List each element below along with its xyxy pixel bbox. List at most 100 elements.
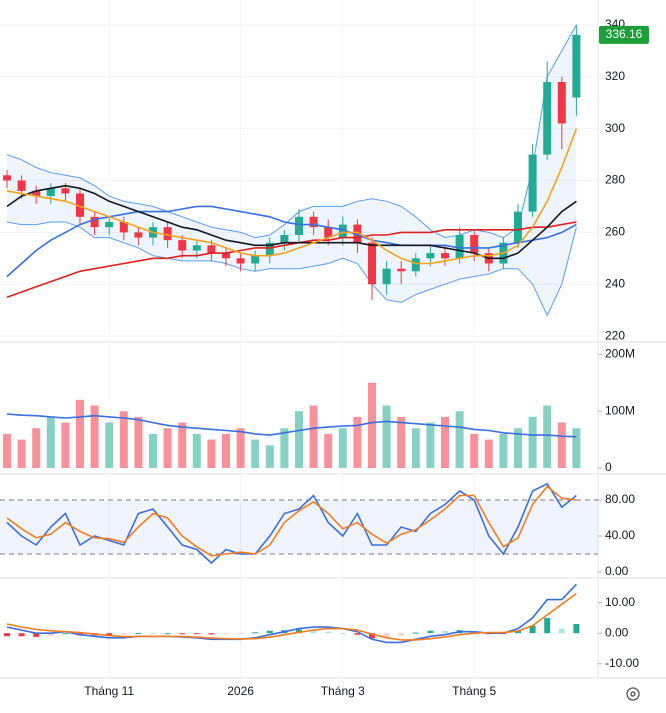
y-tick-label: 320 [605,69,625,83]
volume-bar [499,433,508,469]
indicator-line [6,221,577,298]
y-tick-label: 280 [605,173,625,187]
volume-bar [265,445,274,469]
volume-bar [441,416,449,469]
last-price-label: 336.16 [606,27,643,41]
volume-bar [251,439,260,469]
candle-body [265,242,274,256]
candle-body [251,255,260,264]
candle-body [61,188,70,194]
settings-icon[interactable] [626,687,640,701]
bollinger-upper [6,24,577,239]
y-tick-label: 240 [605,276,625,290]
candle-body [324,227,333,238]
volume-bar [3,433,11,469]
volume-bar [76,399,84,469]
histogram-bar [339,633,346,635]
candle-body [32,190,41,197]
candle-body [134,232,143,238]
candle-body [528,154,537,212]
candle-body [3,175,11,181]
y-tick-label: 260 [605,225,625,239]
volume-bar [557,422,566,469]
histogram-bar [18,633,25,637]
histogram-bar [310,630,317,634]
candle-body [514,211,522,243]
y-tick-label: -10.00 [605,656,639,670]
y-tick-label: 200M [605,347,635,361]
candle-body [280,234,289,243]
volume-bar [309,405,318,469]
volume-bar [324,433,333,469]
histogram-bar [529,625,536,634]
indicator-line [6,592,577,641]
histogram-bar [106,633,113,636]
volume-bar [105,422,114,469]
volume-bar [455,411,464,469]
histogram-bar [427,630,434,634]
histogram-bar [354,633,361,635]
volume-bar [134,416,143,469]
volume-bar [338,428,347,469]
candle-body [543,81,552,155]
candle-body [309,216,318,228]
y-tick-label: 10.00 [605,595,635,609]
x-tick-label: 2026 [227,684,254,698]
histogram-bar [33,633,40,637]
volume-bar [411,428,420,469]
histogram-bar [62,633,69,635]
histogram-bar [164,633,171,635]
x-tick-label: Tháng 3 [321,684,365,698]
volume-bar [46,416,55,469]
candle-body [397,268,406,272]
y-tick-label: 300 [605,121,625,135]
candle-body [17,180,26,191]
histogram-bar [296,629,302,634]
volume-bar [426,422,435,469]
histogram-bar [179,633,186,635]
candle-body [455,234,464,259]
candle-body [222,253,230,259]
candle-body [295,216,303,235]
volume-bar [514,428,522,469]
candle-body [557,81,566,124]
indicator-line [6,413,577,438]
candle-body [207,245,216,254]
y-tick-label: 0 [605,460,612,474]
volume-bar [484,439,493,469]
volume-bar [90,405,99,469]
candle-body [411,258,420,272]
candle-body [572,34,581,98]
histogram-bar [150,633,156,635]
histogram-bar [266,630,273,634]
gear[interactable] [626,687,640,701]
volume-bar [119,411,128,469]
indicator-line [6,128,578,265]
y-tick-label: 0.00 [605,625,629,639]
histogram-bar [237,633,244,635]
histogram-bar [558,628,565,634]
volume-bar [236,428,245,469]
histogram-bar [208,633,215,635]
y-tick-label: 100M [605,403,635,417]
volume-bar [280,428,289,469]
indicator-line [6,485,577,557]
gear-center[interactable] [630,691,636,697]
histogram-bar [412,632,419,634]
volume-bar [207,439,216,469]
histogram-bar [369,633,375,639]
candle-body [76,193,84,217]
candle-body [382,268,391,285]
histogram-bar [515,630,521,634]
histogram-bar [544,617,551,634]
volume-bar [572,428,581,469]
bollinger-fill [7,24,577,316]
candle-body [368,242,376,285]
histogram-bar [193,633,200,635]
volume-bar [543,405,552,469]
histogram-bar [325,631,332,634]
volume-bar [353,416,362,469]
candle-body [338,224,347,238]
